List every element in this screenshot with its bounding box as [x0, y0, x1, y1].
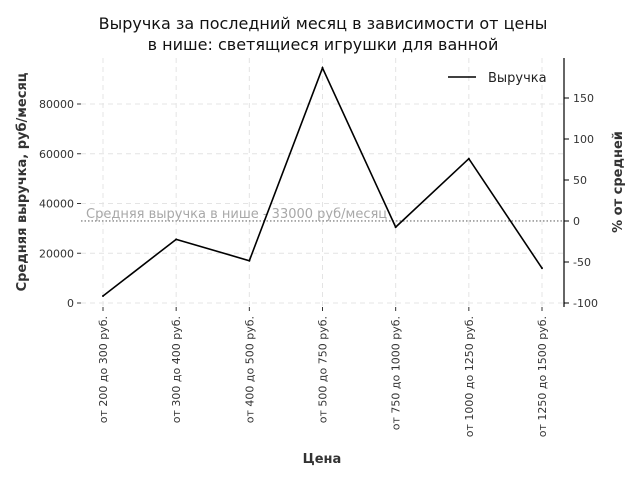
- chart-title-line-1: Выручка за последний месяц в зависимости…: [99, 14, 548, 33]
- y-axis-label-right: % от средней: [611, 131, 626, 233]
- data-point: [321, 66, 324, 69]
- chart-title-line-2: в нише: светящиеся игрушки для ванной: [148, 35, 499, 54]
- mean-line-label: Средняя выручка в нише - 33000 руб/месяц: [86, 207, 387, 222]
- data-point: [541, 267, 543, 270]
- right-y-axis: -100 -50 0 50 100 150: [563, 58, 598, 310]
- y-axis-label-left: Средняя выручка, руб/месяц: [15, 72, 30, 291]
- y-right-tick-label: 50: [573, 174, 587, 187]
- x-tick-label: от 200 до 300 руб.: [97, 316, 110, 423]
- data-point: [467, 157, 470, 160]
- x-axis: от 200 до 300 руб. от 300 до 400 руб. от 4…: [97, 307, 549, 437]
- series-layer: [102, 65, 543, 298]
- x-tick-label: от 750 до 1000 руб.: [390, 316, 403, 430]
- y-tick-label: 0: [67, 297, 74, 310]
- data-point: [175, 238, 178, 241]
- y-right-tick-label: 100: [573, 133, 594, 146]
- y-right-tick-label: 150: [573, 92, 594, 105]
- y-right-tick-label: 0: [573, 215, 580, 228]
- grid: [81, 58, 564, 307]
- series-line-revenue: [102, 65, 543, 297]
- x-axis-label: Цена: [303, 452, 342, 467]
- y-tick-label: 60000: [39, 148, 74, 161]
- mean-reference: Средняя выручка в нише - 33000 руб/месяц: [81, 207, 564, 222]
- data-point: [102, 295, 104, 298]
- y-tick-label: 40000: [39, 198, 74, 211]
- y-tick-label: 20000: [39, 247, 74, 260]
- y-right-tick-label: -100: [573, 297, 598, 310]
- y-tick-label: 80000: [39, 98, 74, 111]
- x-tick-label: от 300 до 400 руб.: [170, 316, 183, 423]
- data-point: [394, 226, 397, 229]
- y-right-tick-label: -50: [573, 256, 591, 269]
- legend: Выручка: [448, 71, 547, 86]
- x-tick-label: от 1000 до 1250 руб.: [463, 316, 476, 437]
- data-point: [248, 259, 251, 262]
- x-tick-label: от 1250 до 1500 руб.: [536, 316, 549, 437]
- left-y-axis: 0 20000 40000 60000 80000: [39, 98, 81, 310]
- x-tick-label: от 400 до 500 руб.: [243, 316, 256, 423]
- legend-label-revenue: Выручка: [488, 71, 547, 86]
- x-tick-label: от 500 до 750 руб.: [317, 316, 330, 423]
